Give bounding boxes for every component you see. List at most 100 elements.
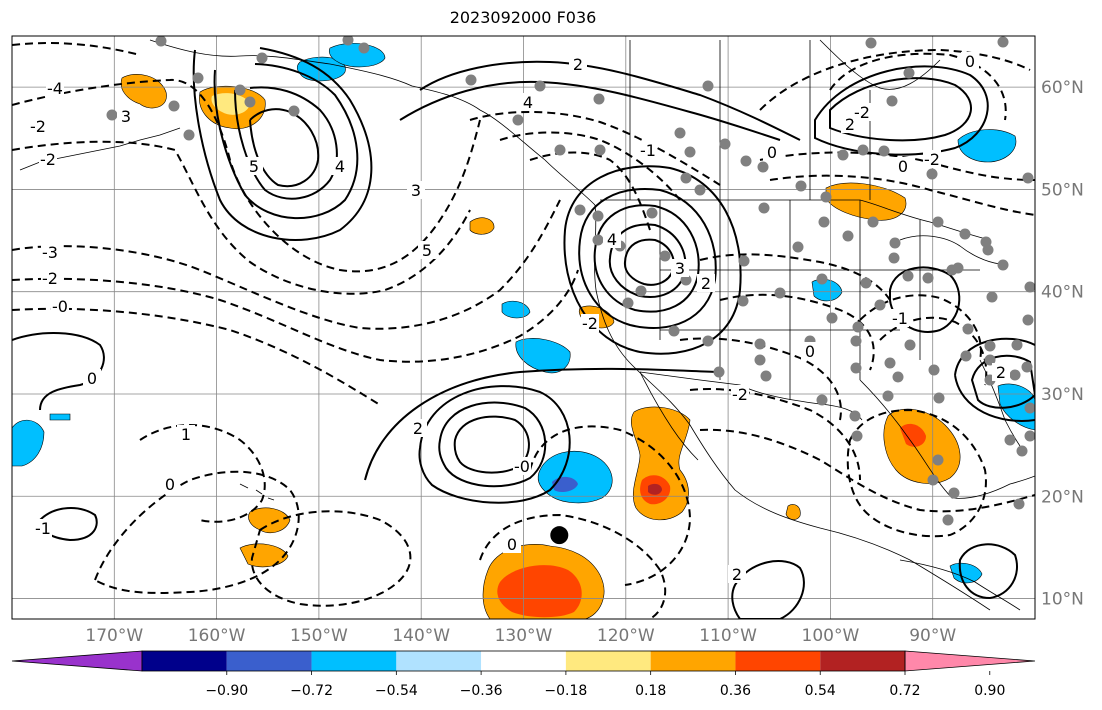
contour-label-bg [801, 342, 819, 360]
station-dot [928, 364, 940, 376]
station-dot [192, 72, 204, 84]
station-dot [960, 350, 972, 362]
longitude-tick-label: 150°W [290, 626, 348, 646]
colorbar-segment [311, 651, 397, 671]
negative-contour [12, 269, 579, 363]
contour-label: 3 [675, 259, 685, 278]
positive-contour [419, 60, 801, 141]
blue-anomaly-patch [515, 338, 571, 374]
station-dot [795, 180, 807, 192]
blue-anomaly-patch [957, 129, 1017, 163]
station-dot [774, 287, 786, 299]
station-dot [680, 172, 692, 184]
negative-contour [12, 140, 471, 295]
blue-anomaly-patch [12, 419, 45, 467]
contour-label-bg [117, 107, 135, 125]
station-dot [874, 299, 886, 311]
colorbar-segment [481, 651, 566, 671]
contour-label-bg [728, 565, 746, 583]
station-dot [668, 325, 680, 337]
station-dot [1011, 339, 1023, 351]
latitude-tick-label: 60°N [1041, 78, 1084, 98]
blue-anomaly-patch [537, 450, 613, 504]
station-dot [684, 146, 696, 158]
positive-contour [399, 80, 781, 141]
station-dot [594, 144, 606, 156]
station-dot [737, 295, 749, 307]
station-dot [256, 52, 268, 64]
great-lakes [899, 235, 1001, 265]
colorbar-tick-label: −0.72 [290, 683, 333, 699]
station-dot [554, 144, 566, 156]
latitude-tick-label: 30°N [1041, 385, 1084, 405]
station-dot [702, 80, 714, 92]
map-frame [11, 35, 1036, 620]
station-dot [849, 410, 861, 422]
station-dot [234, 84, 246, 96]
station-dot [997, 259, 1009, 271]
colorbar-segment [820, 651, 905, 671]
station-dot [702, 335, 714, 347]
colorbar-segment [650, 651, 736, 671]
contour-label-bg [894, 157, 912, 175]
station-dot [1016, 445, 1028, 457]
station-dot [1022, 314, 1034, 326]
station-dot [932, 216, 944, 228]
red-anomaly-patch [497, 565, 582, 618]
station-dot [168, 100, 180, 112]
colorbar-tick-label: 0.90 [974, 683, 1005, 699]
longitude-tick-label: 170°W [85, 626, 143, 646]
station-dot [1024, 430, 1035, 442]
darkred-anomaly-patch [648, 483, 662, 495]
station-dot [927, 474, 939, 486]
negative-contour [759, 151, 1035, 181]
colorbar-tick-label: 0.18 [635, 683, 666, 699]
station-dot [926, 168, 938, 180]
contour-label-bg [639, 141, 657, 159]
positive-contour [418, 385, 571, 504]
negative-contour [139, 424, 266, 523]
contour-label-bg [992, 363, 1010, 381]
contour-label: 3 [411, 181, 421, 200]
blue-anomaly-patch [997, 383, 1035, 431]
contour-label: 2 [732, 565, 742, 584]
contour-label: 5 [249, 157, 259, 176]
station-dot [155, 36, 167, 47]
negative-contour [769, 174, 1035, 216]
contour-label-bg [569, 55, 587, 73]
colorbar-tick-label: −0.90 [205, 683, 248, 699]
red-anomaly-patch [900, 423, 926, 447]
station-dot [842, 230, 854, 242]
station-dot [659, 250, 671, 262]
contour-label: -3 [42, 243, 58, 262]
blue-anomaly-patch [501, 300, 531, 319]
station-dot [288, 105, 300, 117]
station-dot [534, 80, 546, 92]
station-dot [740, 155, 752, 167]
contour-label: -0 [514, 457, 530, 476]
station-dot [622, 297, 634, 309]
contour-label-bg [581, 314, 599, 332]
positive-contour [213, 63, 359, 220]
station-dot [997, 36, 1009, 48]
contour-label: -2 [582, 314, 598, 333]
contour-label: -2 [42, 269, 58, 288]
station-dot [1013, 498, 1025, 510]
contour-label: -1 [640, 141, 656, 160]
station-dot [959, 228, 971, 240]
negative-contour [829, 52, 1007, 121]
station-dot [820, 191, 832, 203]
contour-label: -0 [52, 297, 68, 316]
zero-contour [12, 332, 105, 411]
longitude-tick-label: 160°W [188, 626, 246, 646]
station-dot [948, 487, 960, 499]
colorbar-segment [396, 651, 482, 671]
station-dot [713, 366, 725, 378]
blue-anomaly-patch [811, 279, 843, 302]
station-dot [984, 354, 996, 366]
orange-anomaly-patch [239, 543, 289, 568]
latitude-tick-label: 50°N [1041, 180, 1084, 200]
negative-contour [12, 78, 481, 273]
contour-label-bg [39, 150, 57, 168]
contour-label: -2 [924, 150, 940, 169]
